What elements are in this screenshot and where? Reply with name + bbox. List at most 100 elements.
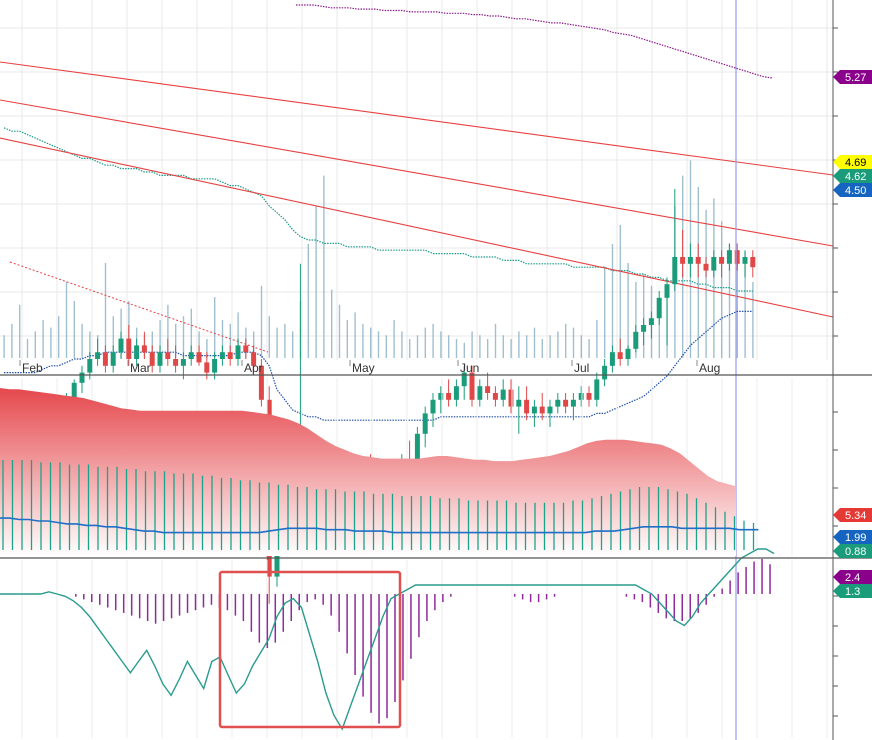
- price-tag: 5.27: [833, 70, 872, 84]
- indicator-2-tag: 2.4: [833, 570, 872, 584]
- candle-body: [492, 393, 498, 400]
- volume-bar: [42, 320, 44, 358]
- ma-teal-line: [3, 127, 753, 292]
- volume-bar: [432, 323, 434, 358]
- candle-body: [258, 365, 264, 400]
- volume-bar: [159, 320, 161, 358]
- volume-bar: [744, 251, 746, 358]
- candle-body: [71, 382, 77, 400]
- volume-bar: [463, 342, 465, 358]
- price-value-labels: 5.27 4.69 4.62 4.50 5.34 1.99 0.88 2.4 1.3: [833, 70, 872, 598]
- highlight-annotation-box: [218, 570, 402, 729]
- candle-body: [251, 352, 257, 366]
- trendline-upper: [0, 61, 834, 176]
- volume-bar: [643, 274, 645, 358]
- candle-body: [633, 331, 639, 349]
- candle-body: [516, 399, 522, 407]
- volume-bar: [112, 316, 114, 358]
- price-gridlines: [0, 0, 833, 360]
- volume-bar: [315, 206, 317, 358]
- volume-bar: [502, 335, 504, 358]
- volume-bar: [346, 320, 348, 358]
- candle-body: [180, 359, 186, 366]
- candle-body: [563, 399, 569, 407]
- candle-body: [648, 318, 654, 325]
- price-tag: 4.50: [833, 183, 872, 197]
- candle-body: [680, 257, 686, 264]
- candle-body: [734, 250, 740, 264]
- candle-body: [500, 389, 506, 400]
- volume-bar: [307, 244, 309, 358]
- volume-bar: [541, 339, 543, 358]
- volume-bar: [323, 175, 325, 358]
- candle-body: [594, 379, 600, 400]
- trendline-lower: [0, 137, 834, 318]
- volume-bar: [268, 316, 270, 358]
- label-background: [833, 584, 872, 598]
- volume-bar: [471, 331, 473, 358]
- volume-bar: [752, 282, 754, 358]
- label-background: [833, 70, 872, 84]
- volume-bar: [549, 335, 551, 358]
- moving-average-lines: [3, 4, 773, 421]
- label-text: 4.69: [845, 157, 866, 169]
- indicator-1-tag: 1.99: [833, 530, 872, 544]
- price-tag: 4.62: [833, 169, 872, 183]
- candle-body: [126, 338, 132, 359]
- candle-body: [165, 352, 171, 359]
- month-label: Apr: [244, 361, 263, 375]
- volume-bar: [510, 339, 512, 358]
- candle-body: [641, 325, 647, 332]
- candle-body: [149, 352, 155, 366]
- volume-bar: [580, 335, 582, 358]
- indicator-1-tag: 5.34: [833, 508, 872, 522]
- volume-bar: [65, 282, 68, 358]
- candle-body: [609, 352, 615, 366]
- candle-body: [664, 284, 670, 298]
- candle-body: [524, 399, 530, 414]
- volume-bar: [237, 312, 239, 358]
- volume-bar: [393, 320, 395, 358]
- volume-bar: [448, 335, 450, 358]
- right-price-axis[interactable]: [832, 0, 838, 740]
- candle-body: [617, 352, 623, 359]
- volume-bar: [229, 323, 231, 358]
- label-background: [833, 530, 872, 544]
- volume-bar: [284, 323, 286, 358]
- red-trendlines: [0, 61, 834, 353]
- volume-bar: [260, 285, 263, 358]
- month-label: Jun: [460, 361, 479, 375]
- candle-body: [79, 372, 85, 383]
- volume-bar: [721, 221, 723, 358]
- volume-bar: [494, 323, 497, 358]
- volume-bar: [518, 331, 520, 358]
- volume-bar: [658, 301, 660, 358]
- volume-bar: [354, 312, 356, 358]
- candle-body: [726, 250, 732, 264]
- volume-bar: [182, 316, 185, 358]
- candle-body: [602, 365, 608, 380]
- candle-body: [461, 372, 467, 387]
- indicator-2-gridlines: [21, 560, 828, 738]
- label-text: 5.34: [845, 510, 866, 522]
- candle-body: [422, 413, 428, 434]
- volume-bar: [206, 339, 208, 358]
- volume-bar: [572, 327, 575, 358]
- volume-bar: [104, 263, 107, 358]
- candle-body: [539, 406, 545, 414]
- price-tag: 4.69: [833, 155, 872, 169]
- candle-body: [141, 345, 147, 353]
- candle-body: [672, 257, 678, 285]
- candle-body: [110, 352, 116, 366]
- volume-bar: [362, 323, 364, 358]
- indicator-2-tag: 1.3: [833, 584, 872, 598]
- volume-bar: [253, 331, 255, 358]
- volume-bar: [479, 335, 481, 358]
- candle-body: [196, 352, 202, 363]
- indicator-2-series: [0, 548, 775, 731]
- candle-body: [243, 345, 249, 353]
- month-label: Jul: [574, 361, 589, 375]
- volume-bar: [50, 327, 52, 358]
- label-text: 2.4: [845, 572, 860, 584]
